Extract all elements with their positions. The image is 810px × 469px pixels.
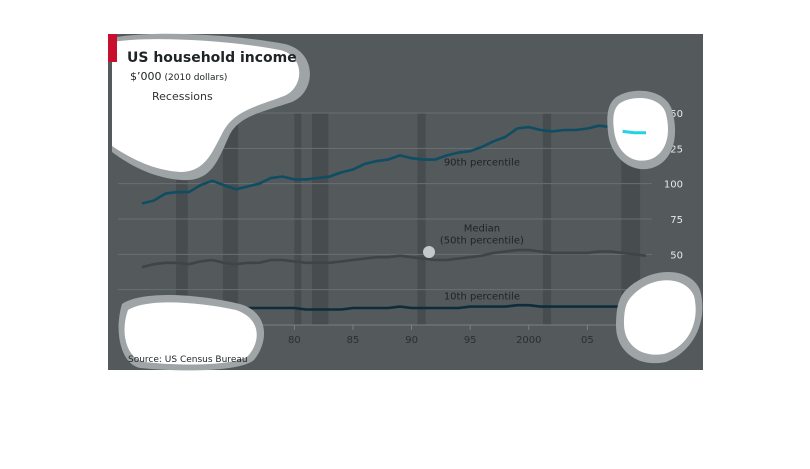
red-accent-bar — [108, 34, 117, 62]
series-label-p90-0: 90th percentile — [444, 157, 520, 168]
x-tick-label-05: 05 — [581, 335, 594, 346]
marker-dot — [423, 246, 435, 258]
x-tick-label-95: 95 — [464, 335, 477, 346]
bottom-right-blob — [624, 280, 696, 355]
highlight-segment — [622, 129, 646, 135]
y-tick-label-125: 125 — [664, 144, 683, 155]
legend-recessions-label: Recessions — [152, 90, 213, 103]
x-tick-label-90: 90 — [405, 335, 418, 346]
series-line-p90 — [141, 124, 646, 205]
y-tick-label-75: 75 — [670, 215, 683, 226]
series-labels: 90th percentile Median(50th percentile) 10… — [440, 157, 524, 302]
chart-subtitle: $’000 (2010 dollars) — [130, 70, 227, 83]
chart-title: US household income — [127, 50, 297, 66]
y-tick-label-150: 150 — [664, 109, 683, 120]
series-line-median — [141, 248, 647, 269]
y-tick-label-50: 50 — [670, 250, 683, 261]
top-left-blob — [112, 39, 300, 172]
x-tick-label-80: 80 — [288, 335, 301, 346]
series-label-median-0: Median — [464, 224, 500, 235]
subtitle-note: (2010 dollars) — [165, 73, 228, 83]
source-note: Source: US Census Bureau — [128, 355, 248, 365]
series-label-p10-0: 10th percentile — [444, 292, 520, 303]
top-right-blob — [613, 98, 668, 161]
series-label-median-1: (50th percentile) — [440, 236, 524, 247]
bottom-left-blob — [124, 302, 257, 365]
subtitle-main: $’000 — [130, 70, 162, 83]
x-tick-label-85: 85 — [347, 335, 360, 346]
y-tick-label-100: 100 — [664, 180, 683, 191]
x-tick-label-2000: 2000 — [516, 335, 541, 346]
